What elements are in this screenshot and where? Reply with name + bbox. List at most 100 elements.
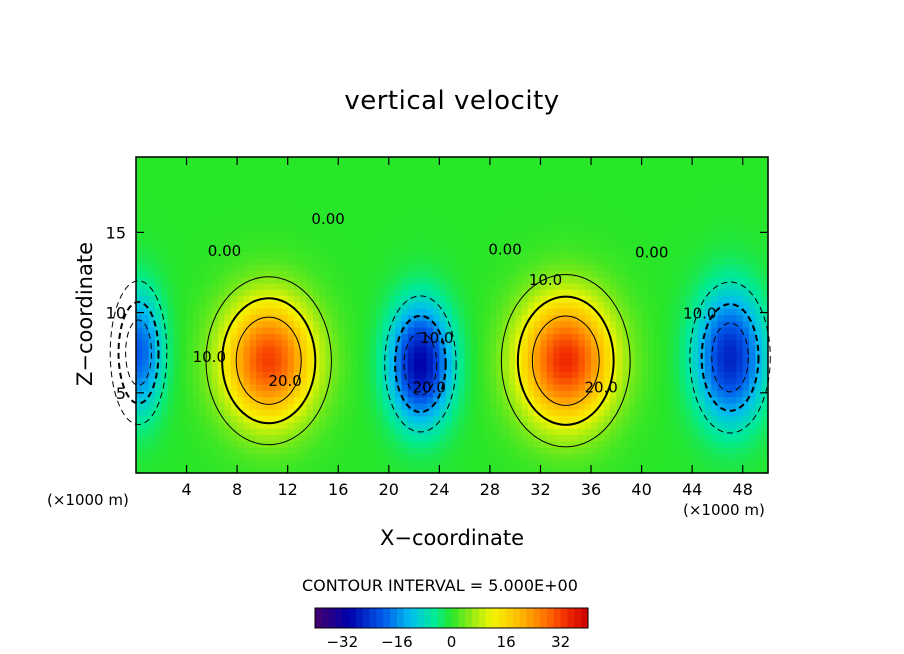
- field-cell: [496, 182, 504, 190]
- field-cell: [679, 289, 687, 297]
- field-cell: [508, 346, 516, 354]
- field-cell: [249, 251, 257, 259]
- field-cell: [136, 283, 143, 291]
- field-cell: [635, 315, 643, 322]
- field-cell: [527, 315, 535, 322]
- field-cell: [723, 403, 731, 411]
- field-cell: [622, 397, 630, 405]
- field-cell: [635, 428, 643, 436]
- field-cell: [761, 201, 769, 209]
- field-cell: [218, 239, 226, 247]
- field-cell: [679, 315, 687, 322]
- field-cell: [458, 232, 466, 240]
- field-cell: [452, 435, 459, 442]
- field-cell: [515, 403, 523, 411]
- field-cell: [616, 365, 624, 373]
- field-cell: [369, 340, 377, 348]
- field-cell: [470, 220, 478, 228]
- field-cell: [300, 308, 308, 316]
- field-cell: [256, 333, 263, 341]
- field-cell: [553, 289, 561, 297]
- field-cell: [306, 460, 314, 468]
- field-cell: [445, 270, 453, 278]
- field-cell: [521, 251, 529, 259]
- field-cell: [673, 207, 681, 215]
- field-cell: [414, 460, 421, 468]
- field-cell: [395, 321, 403, 329]
- field-cell: [452, 169, 459, 177]
- field-cell: [325, 435, 333, 442]
- field-cell: [325, 157, 333, 164]
- field-cell: [540, 384, 548, 392]
- field-cell: [268, 226, 276, 234]
- field-cell: [578, 378, 586, 386]
- field-cell: [294, 169, 301, 177]
- field-cell: [464, 315, 472, 322]
- field-cell: [540, 277, 548, 284]
- field-cell: [572, 308, 579, 316]
- field-cell: [161, 245, 169, 253]
- field-cell: [237, 182, 245, 190]
- field-cell: [749, 258, 756, 266]
- field-cell: [546, 207, 554, 215]
- field-cell: [622, 175, 630, 183]
- field-cell: [622, 365, 630, 373]
- field-cell: [603, 258, 611, 266]
- field-cell: [369, 327, 377, 335]
- field-cell: [218, 258, 226, 266]
- field-cell: [742, 384, 750, 392]
- field-cell: [211, 194, 219, 202]
- field-cell: [610, 296, 617, 303]
- field-cell: [331, 226, 339, 234]
- field-cell: [647, 302, 655, 310]
- field-cell: [730, 321, 737, 329]
- field-cell: [325, 416, 333, 424]
- field-cell: [275, 264, 282, 272]
- field-cell: [534, 441, 542, 449]
- field-cell: [186, 460, 194, 468]
- field-cell: [647, 327, 655, 335]
- field-cell: [749, 302, 756, 310]
- field-cell: [470, 201, 478, 209]
- field-cell: [572, 454, 579, 461]
- field-cell: [407, 163, 415, 171]
- field-cell: [414, 435, 421, 442]
- field-cell: [723, 289, 731, 297]
- field-cell: [559, 163, 567, 171]
- field-cell: [654, 397, 662, 405]
- field-cell: [704, 232, 712, 240]
- field-cell: [477, 441, 485, 449]
- field-cell: [761, 409, 769, 417]
- field-cell: [711, 390, 719, 398]
- field-cell: [186, 163, 194, 171]
- field-cell: [148, 327, 156, 335]
- field-cell: [154, 302, 162, 310]
- field-cell: [173, 283, 181, 291]
- field-cell: [736, 435, 744, 442]
- field-cell: [711, 447, 719, 455]
- field-cell: [407, 207, 415, 215]
- field-cell: [761, 302, 769, 310]
- field-cell: [218, 403, 226, 411]
- field-cell: [761, 226, 769, 234]
- field-cell: [180, 340, 188, 348]
- field-cell: [243, 409, 251, 417]
- field-cell: [218, 422, 226, 430]
- field-cell: [489, 182, 497, 190]
- field-cell: [218, 213, 226, 221]
- field-cell: [357, 232, 365, 240]
- field-cell: [704, 157, 712, 164]
- field-cell: [515, 384, 523, 392]
- field-cell: [470, 378, 478, 386]
- field-cell: [319, 409, 327, 417]
- field-cell: [312, 258, 320, 266]
- field-cell: [192, 441, 200, 449]
- field-cell: [369, 346, 377, 354]
- field-cell: [401, 359, 409, 367]
- field-cell: [426, 251, 434, 259]
- field-cell: [584, 460, 592, 468]
- field-cell: [470, 428, 478, 436]
- field-cell: [205, 371, 213, 379]
- field-cell: [237, 157, 245, 164]
- field-cell: [294, 213, 301, 221]
